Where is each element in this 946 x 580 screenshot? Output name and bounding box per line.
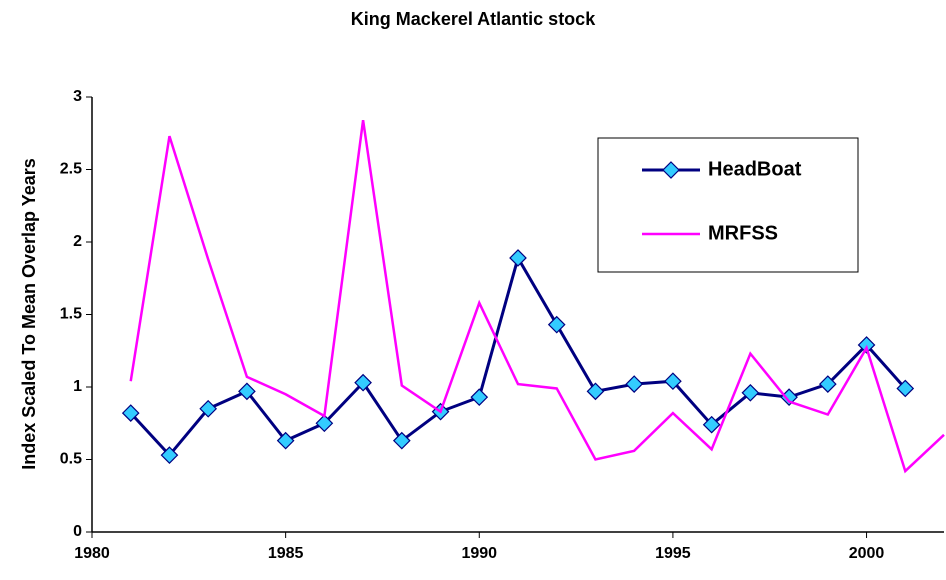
point-marker — [199, 399, 218, 418]
point-marker — [160, 446, 179, 464]
point-marker — [238, 382, 256, 401]
y-tick-label: 2.5 — [60, 161, 82, 178]
point-marker — [547, 315, 566, 334]
point-marker — [586, 382, 605, 401]
point-marker — [315, 414, 334, 433]
point-marker — [857, 336, 876, 354]
x-tick-label: 1980 — [74, 545, 110, 562]
series-line — [129, 254, 907, 458]
y-tick-label: 2 — [73, 233, 82, 250]
legend-label: MRFSS — [708, 222, 778, 244]
point-marker — [276, 431, 295, 450]
point-marker — [664, 372, 682, 391]
series-line — [129, 120, 945, 474]
x-tick-label: 1990 — [461, 545, 497, 562]
legend-marker — [662, 161, 680, 179]
chart-title: King Mackerel Atlantic stock — [351, 9, 596, 29]
point-marker — [625, 375, 644, 393]
x-tick-label: 2000 — [849, 545, 885, 562]
point-marker — [509, 249, 527, 267]
y-tick-label: 0 — [73, 523, 82, 540]
point-marker — [470, 388, 489, 406]
point-marker — [896, 379, 915, 398]
x-tick-label: 1985 — [268, 545, 304, 562]
y-tick-label: 1 — [73, 378, 82, 395]
y-tick-label: 1.5 — [60, 306, 82, 323]
legend-box — [597, 137, 859, 273]
point-marker — [702, 415, 721, 434]
point-marker — [354, 373, 372, 392]
point-marker — [121, 404, 140, 422]
y-tick-label: 0.5 — [60, 451, 82, 468]
point-marker — [392, 431, 411, 450]
y-tick-label: 3 — [73, 88, 82, 105]
y-axis-label: Index Scaled To Mean Overlap Years — [19, 158, 39, 469]
point-marker — [741, 383, 760, 402]
point-marker — [818, 375, 837, 393]
x-tick-label: 1995 — [655, 545, 691, 562]
legend-label: HeadBoat — [708, 158, 802, 180]
